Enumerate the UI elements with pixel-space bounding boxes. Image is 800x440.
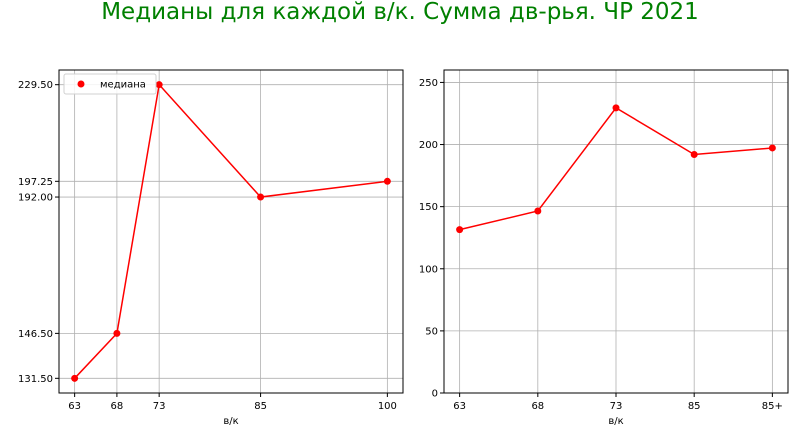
x-tick-label: 100 <box>378 401 397 412</box>
data-point <box>113 329 121 337</box>
y-tick-label: 197.25 <box>18 177 53 188</box>
data-point <box>257 193 265 201</box>
x-tick-label: 73 <box>610 401 623 412</box>
y-tick-label: 146.50 <box>18 329 53 340</box>
x-tick-label: 85+ <box>762 401 783 412</box>
x-tick-label: 68 <box>531 401 544 412</box>
y-tick-label: 229.50 <box>18 80 53 91</box>
data-point <box>155 81 163 89</box>
data-point <box>768 144 776 152</box>
y-tick-label: 131.50 <box>18 374 53 385</box>
x-tick-label: 68 <box>111 401 124 412</box>
x-tick-label: 63 <box>453 401 466 412</box>
y-tick-label: 200 <box>419 140 438 151</box>
x-tick-label: 73 <box>153 401 166 412</box>
data-point <box>71 374 79 382</box>
x-axis-label: в/к <box>223 416 238 427</box>
data-point <box>612 104 620 112</box>
data-point <box>456 226 464 234</box>
x-tick-label: 63 <box>68 401 81 412</box>
plot-frame <box>58 69 404 394</box>
y-tick-label: 192.00 <box>18 193 53 204</box>
y-tick-label: 150 <box>419 202 438 213</box>
legend-label: медиана <box>100 80 146 91</box>
data-point <box>534 207 542 215</box>
x-tick-label: 85 <box>254 401 267 412</box>
figure-title: Медианы для каждой в/к. Сумма дв-рья. ЧР… <box>101 0 699 25</box>
legend-marker <box>77 80 85 88</box>
data-point <box>383 177 391 185</box>
legend-box <box>63 73 157 95</box>
y-tick-label: 50 <box>425 326 438 337</box>
data-point <box>690 150 698 158</box>
y-tick-label: 0 <box>432 389 438 400</box>
x-tick-label: 85 <box>688 401 701 412</box>
y-tick-label: 100 <box>419 264 438 275</box>
y-tick-label: 250 <box>419 78 438 89</box>
x-axis-label: в/к <box>608 416 623 427</box>
